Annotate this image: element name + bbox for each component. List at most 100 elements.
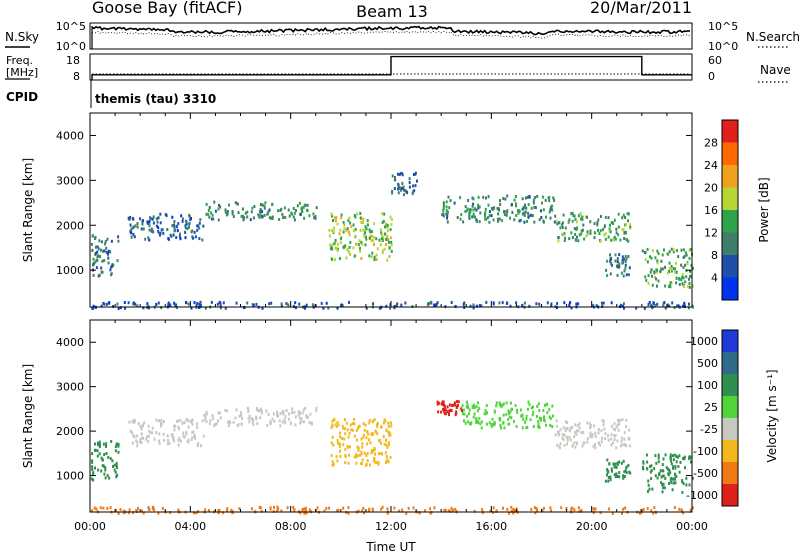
scatter-cell <box>272 412 275 416</box>
scatter-cell <box>628 437 630 441</box>
scatter-cell <box>173 226 176 230</box>
scatter-cell <box>603 427 606 431</box>
scatter-cell <box>689 269 691 273</box>
scatter-cell <box>622 274 625 278</box>
scatter-cell <box>675 277 678 280</box>
scatter-cell <box>594 431 597 435</box>
scatter-cell <box>155 217 158 221</box>
scatter-cell <box>150 227 153 231</box>
scatter-cell <box>463 419 465 423</box>
scatter-cell <box>137 506 139 510</box>
scatter-cell <box>205 202 208 206</box>
scatter-cell <box>146 306 149 310</box>
scatter-cell <box>153 508 155 512</box>
scatter-cell <box>499 417 502 420</box>
scatter-cell <box>551 414 554 418</box>
scatter-cell <box>207 509 210 512</box>
scatter-cell <box>157 301 160 305</box>
scatter-cell <box>325 507 328 510</box>
scatter-cell <box>675 460 678 464</box>
scatter-cell <box>405 190 408 194</box>
scatter-cell <box>475 418 478 421</box>
scatter-cell <box>94 448 97 452</box>
scatter-cell <box>314 214 317 218</box>
scatter-cell <box>564 236 567 240</box>
scatter-cell <box>292 505 295 509</box>
scatter-cell <box>155 224 158 228</box>
scatter-cell <box>589 434 592 438</box>
scatter-cell <box>621 261 624 265</box>
scatter-cell <box>609 272 612 276</box>
scatter-cell <box>115 475 118 479</box>
scatter-cell <box>467 406 470 409</box>
scatter-cell <box>480 420 483 424</box>
scatter-cell <box>548 415 551 419</box>
colorbar-frame <box>721 329 739 507</box>
scatter-cell <box>574 233 577 236</box>
scatter-cell <box>498 418 501 422</box>
scatter-cell <box>535 507 538 510</box>
scatter-cell <box>397 172 399 176</box>
scatter-cell <box>236 202 239 206</box>
scatter-cell <box>255 302 258 306</box>
scatter-cell <box>97 247 100 251</box>
scatter-cell <box>344 461 347 465</box>
scatter-cell <box>333 242 336 246</box>
scatter-cell <box>600 301 603 305</box>
scatter-cell <box>445 209 448 212</box>
scatter-cell <box>269 507 272 511</box>
scatter-cell <box>128 420 131 424</box>
scatter-cell <box>592 507 595 511</box>
scatter-cell <box>562 433 564 437</box>
scatter-cell <box>135 439 138 443</box>
scatter-cell <box>241 207 244 211</box>
scatter-cell <box>335 216 338 219</box>
scatter-cell <box>158 231 161 235</box>
scatter-cell <box>573 435 576 439</box>
scatter-cell <box>580 229 583 233</box>
scatter-cell <box>469 304 472 308</box>
scatter-cell <box>217 207 220 211</box>
scatter-cell <box>607 469 610 473</box>
scatter-cell <box>369 463 371 467</box>
scatter-cell <box>93 506 96 510</box>
scatter-cell <box>379 228 382 232</box>
scatter-cell <box>681 490 684 494</box>
scatter-cell <box>235 301 238 305</box>
velocity-panel-frame <box>89 319 693 513</box>
scatter-cell <box>660 267 663 271</box>
scatter-cell <box>672 466 674 470</box>
scatter-cell <box>460 213 463 217</box>
scatter-cell <box>222 301 225 305</box>
scatter-cell <box>386 258 389 262</box>
scatter-cell <box>334 258 336 262</box>
scatter-cell <box>442 212 445 216</box>
scatter-cell <box>519 218 522 222</box>
scatter-cell <box>589 431 592 435</box>
scatter-cell <box>610 433 613 437</box>
scatter-cell <box>592 444 595 448</box>
scatter-cell <box>553 220 556 224</box>
scatter-cell <box>290 211 293 215</box>
freq-label-line1: Freq. <box>6 54 33 67</box>
scatter-cell <box>196 228 199 232</box>
scatter-cell <box>357 243 360 247</box>
y-tick-label: 1000 <box>56 470 84 483</box>
scatter-cell <box>185 430 188 434</box>
colorbar-tick: -500 <box>693 467 718 480</box>
scatter-cell <box>643 306 646 310</box>
scatter-cell <box>611 511 614 515</box>
freq-label-line2: [MHz] <box>6 66 38 79</box>
scatter-cell <box>656 476 659 480</box>
scatter-cell <box>400 188 402 192</box>
scatter-cell <box>657 252 660 256</box>
scatter-cell <box>560 223 563 227</box>
scatter-cell <box>471 406 474 410</box>
scatter-cell <box>533 205 536 209</box>
scatter-cell <box>615 425 618 429</box>
scatter-cell <box>375 258 378 261</box>
power-colorbar-label: Power [dB] <box>757 177 771 242</box>
scatter-cell <box>622 213 625 217</box>
scatter-cell <box>331 460 334 464</box>
scatter-cell <box>136 444 139 448</box>
